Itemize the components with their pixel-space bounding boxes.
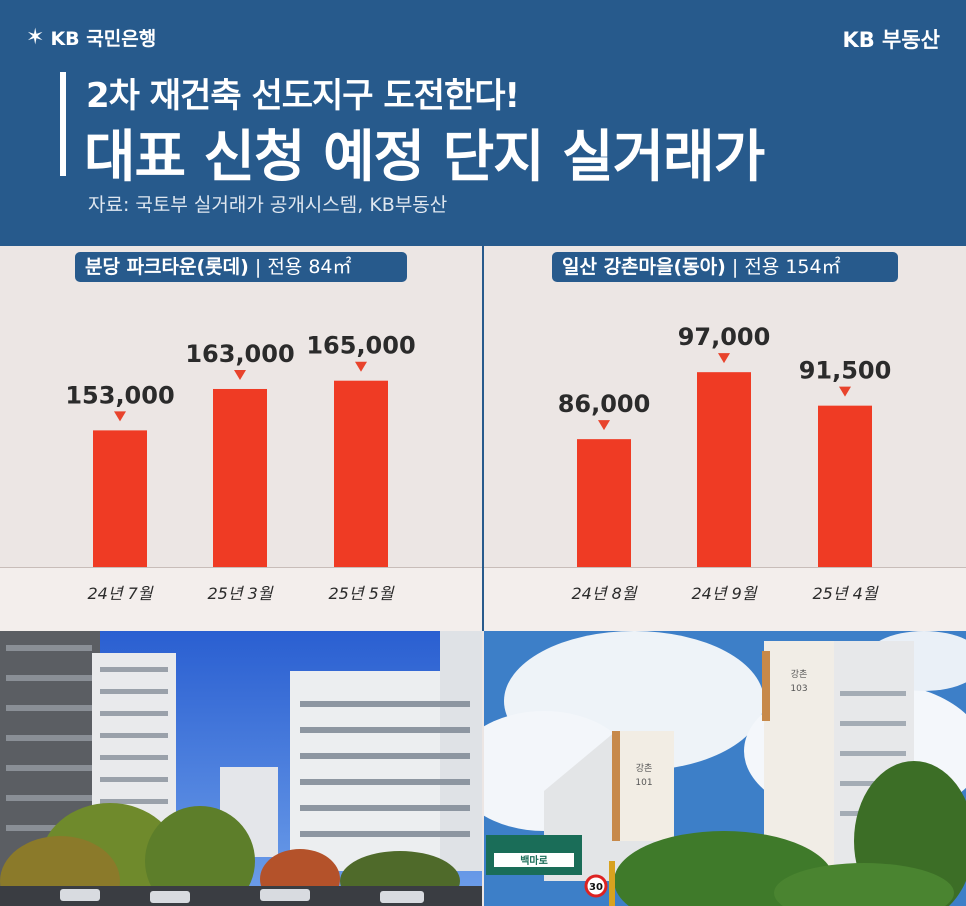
left-bar-marker-1 [114, 411, 126, 422]
right-value-label-1: 86,000 [558, 390, 651, 418]
right-chart-title: 일산 강촌마을(동아) | 전용 154㎡ [552, 252, 898, 282]
left-chart-title-name: 분당 파크타운(롯데) [85, 256, 249, 278]
left-bar-marker-3 [355, 361, 367, 372]
chart-divider [482, 246, 484, 631]
left-category-label-2: 25년 3월 [207, 584, 273, 603]
right-chart-title-sep: | [731, 256, 739, 278]
left-axis-band [0, 567, 482, 632]
source-note: 자료: 국토부 실거래가 공개시스템, KB부동산 [88, 194, 448, 216]
ilsan-sign-name-103: 강촌 [791, 669, 808, 680]
right-bar-marker-3 [839, 386, 851, 397]
page-subtitle: 2차 재건축 선도지구 도전한다! [86, 76, 520, 116]
right-value-label-2: 97,000 [678, 323, 771, 351]
title-accent-bar [60, 72, 66, 176]
right-bar-3 [818, 405, 872, 567]
left-value-label-1: 153,000 [65, 381, 174, 409]
right-bar-marker-1 [598, 420, 610, 431]
right-category-label-2: 24년 9월 [691, 584, 757, 603]
left-category-label-3: 25년 5월 [328, 584, 394, 603]
right-axis-band [484, 567, 966, 632]
ilsan-road-sign: 백마로 [520, 854, 548, 867]
left-bar-1 [93, 430, 147, 567]
kb-realestate-logo: KB 부동산 [842, 28, 940, 52]
left-bar-3 [334, 380, 388, 567]
left-value-label-2: 163,000 [185, 340, 294, 368]
left-value-label-3: 165,000 [306, 332, 415, 360]
header-banner: ✶ KB 국민은행 KB 부동산 2차 재건축 선도지구 도전한다! 대표 신청… [0, 0, 966, 246]
page-title: 대표 신청 예정 단지 실거래가 [84, 125, 765, 190]
right-bar-1 [577, 439, 631, 567]
ilsan-speed-sign: 30 [589, 882, 603, 893]
left-bar-2 [213, 388, 267, 567]
right-chart-title-spec: 전용 154㎡ [744, 256, 841, 278]
kb-bank-logo: ✶ KB 국민은행 [26, 24, 156, 51]
bundang-apartment-photo [0, 631, 482, 906]
left-chart-title: 분당 파크타운(롯데) | 전용 84㎡ [75, 252, 407, 282]
right-bar-chart: 86,000 24년 8월 97,000 24년 9월 91,500 25년 4월 [558, 323, 892, 603]
kb-star-icon: ✶ [26, 24, 45, 50]
right-category-label-3: 25년 4월 [812, 584, 878, 603]
right-category-label-1: 24년 8월 [571, 584, 637, 603]
right-chart-title-name: 일산 강촌마을(동아) [562, 256, 726, 278]
ilsan-sign-name-101: 강촌 [636, 763, 653, 774]
ilsan-sign-number-103: 103 [790, 684, 807, 694]
left-bar-marker-2 [234, 369, 246, 380]
right-value-label-3: 91,500 [799, 357, 892, 385]
left-chart-title-spec: 전용 84㎡ [267, 256, 352, 278]
right-bar-marker-2 [718, 353, 730, 364]
kb-bank-label: KB 국민은행 [50, 28, 157, 50]
left-bar-chart: 153,000 24년 7월 163,000 25년 3월 165,000 25년 5월 [65, 332, 415, 603]
left-category-label-1: 24년 7월 [87, 584, 153, 603]
ilsan-apartment-photo: 강촌 101 강촌 103 백마로 30 [484, 631, 966, 906]
left-chart-title-sep: | [254, 256, 262, 278]
right-bar-2 [697, 372, 751, 567]
ilsan-sign-number-101: 101 [635, 778, 652, 788]
